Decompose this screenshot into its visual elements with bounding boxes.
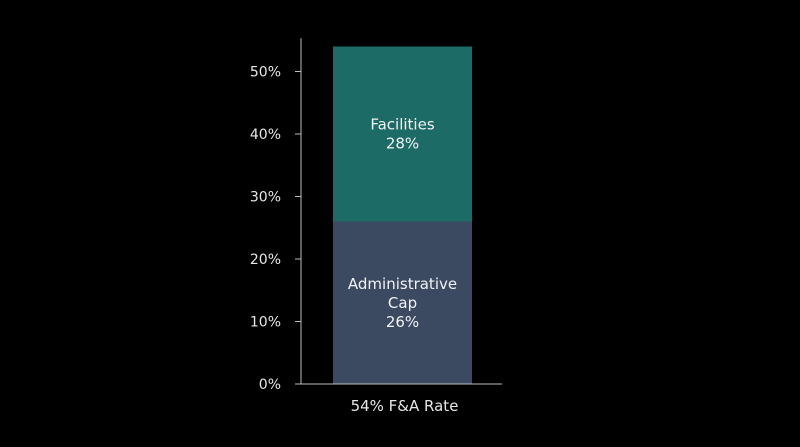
- segment-label-line: 28%: [386, 135, 419, 153]
- segment-label-administrative-cap: Administrative Cap 26%: [348, 275, 457, 331]
- x-axis-ticks: 54% F&A Rate: [351, 397, 459, 415]
- y-tick-label: 30%: [250, 190, 281, 206]
- bars-group: [333, 46, 472, 384]
- segment-label-line: Cap: [388, 294, 417, 312]
- y-tick-label: 50%: [250, 65, 281, 81]
- y-tick-label: 20%: [250, 252, 281, 268]
- segment-labels-group: Administrative Cap 26% Facilities 28%: [348, 116, 457, 331]
- y-tick-label: 10%: [250, 315, 281, 331]
- segment-label-line: 26%: [386, 313, 419, 331]
- segment-label-line: Facilities: [370, 116, 434, 134]
- y-tick-label: 0%: [259, 377, 281, 393]
- y-axis-ticks: 0% 10% 20% 30% 40% 50%: [250, 65, 301, 393]
- x-category-label: 54% F&A Rate: [351, 397, 459, 415]
- segment-label-line: Administrative: [348, 275, 457, 293]
- bar-segment-facilities: [333, 46, 472, 222]
- y-tick-label: 40%: [250, 127, 281, 143]
- bar-segment-administrative-cap: [333, 221, 472, 384]
- segment-label-facilities: Facilities 28%: [370, 116, 434, 153]
